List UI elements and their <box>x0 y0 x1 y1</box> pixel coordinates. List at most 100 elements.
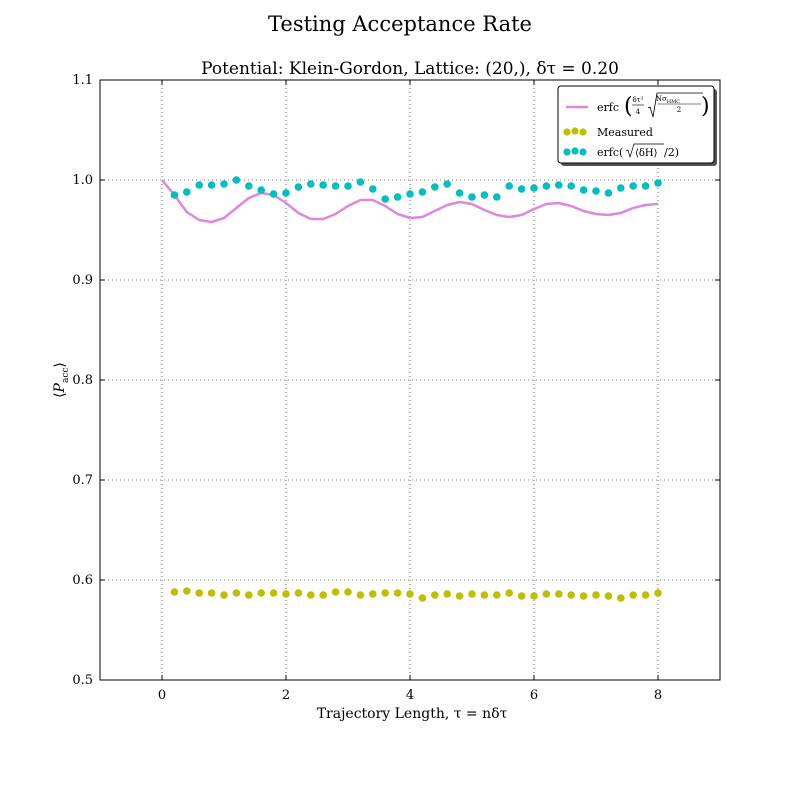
legend: erfc ( δτ² 4 NσHMC 2 ) Measured erfc( ⟨δ… <box>557 85 717 166</box>
x-axis-label: Trajectory Length, τ = nδτ <box>317 706 508 722</box>
x-tick-label: 8 <box>654 688 662 703</box>
x-tick-label: 6 <box>530 688 538 703</box>
legend-line-label: erfc <box>597 101 619 114</box>
data-point-measured <box>245 591 253 599</box>
figure-suptitle: Testing Acceptance Rate <box>268 12 532 36</box>
data-point-erfc-dh <box>381 195 390 203</box>
data-point-measured <box>381 589 390 597</box>
data-point-erfc-dh <box>170 191 179 199</box>
x-tick-label: 0 <box>158 688 166 703</box>
data-point-erfc-dh <box>517 185 526 193</box>
data-point-measured <box>207 589 216 597</box>
data-point-measured <box>356 591 365 599</box>
data-point-measured <box>530 592 538 600</box>
y-tick-label: 1.1 <box>72 73 93 88</box>
data-point-measured <box>592 591 600 599</box>
data-point-measured <box>269 589 278 597</box>
data-point-measured <box>282 590 290 598</box>
data-point-measured <box>431 591 439 599</box>
y-tick-label: 0.5 <box>72 673 93 688</box>
data-point-erfc-dh <box>629 182 637 190</box>
legend-erfc-dh-label: erfc( <box>597 146 623 159</box>
data-point-measured <box>443 590 452 598</box>
legend-paren-left: ( <box>624 94 633 119</box>
data-point-measured <box>455 592 464 600</box>
y-axis-label: ⟨Pacc⟩ <box>52 362 71 398</box>
data-point-erfc-dh <box>195 181 203 189</box>
data-point-erfc-dh <box>579 186 588 194</box>
data-point-measured <box>641 591 650 599</box>
data-point-erfc-dh <box>406 190 414 198</box>
data-point-erfc-dh <box>232 176 241 184</box>
data-point-erfc-dh <box>567 182 575 190</box>
data-point-measured <box>232 589 241 597</box>
data-point-measured <box>579 592 588 600</box>
data-point-erfc-dh <box>555 181 563 189</box>
chart-title: Potential: Klein-Gordon, Lattice: (20,),… <box>201 59 619 79</box>
data-point-measured <box>418 594 427 602</box>
data-point-erfc-dh <box>269 190 278 198</box>
axis-ticks: 0 2 4 6 8 0.5 0.6 0.7 0.8 0.9 1.0 1.1 <box>72 73 720 703</box>
data-point-erfc-dh <box>493 193 501 201</box>
data-point-erfc-dh <box>455 189 464 197</box>
y-tick-label: 0.6 <box>72 573 93 588</box>
y-tick-label: 1.0 <box>72 173 93 188</box>
data-point-measured <box>517 592 526 600</box>
legend-frac-num: δτ² <box>633 96 644 104</box>
data-point-erfc-dh <box>319 181 328 189</box>
data-point-erfc-dh <box>344 182 352 190</box>
data-point-erfc-dh <box>369 185 377 193</box>
data-point-erfc-dh <box>443 180 452 188</box>
legend-erfc-dh-sqrt <box>625 143 664 159</box>
data-point-erfc-dh <box>641 182 650 190</box>
data-point-measured <box>468 590 476 598</box>
x-tick-label: 2 <box>282 688 290 703</box>
data-point-measured <box>294 589 303 597</box>
data-point-measured <box>654 589 662 597</box>
data-point-measured <box>617 594 625 602</box>
data-point-erfc-dh <box>505 182 513 190</box>
data-point-erfc-dh <box>604 189 613 197</box>
data-point-erfc-dh <box>356 178 365 186</box>
legend-sqrt-den: 2 <box>677 106 681 114</box>
data-point-measured <box>307 591 315 599</box>
legend-frac-den: 4 <box>636 108 641 116</box>
data-point-erfc-dh <box>480 191 489 199</box>
data-point-measured <box>319 591 328 599</box>
data-point-measured <box>567 591 575 599</box>
data-point-erfc-dh <box>183 188 191 196</box>
data-point-measured <box>555 590 563 598</box>
data-point-erfc-dh <box>257 186 266 194</box>
data-point-erfc-dh <box>468 193 476 201</box>
data-point-measured <box>369 590 377 598</box>
data-point-measured <box>344 588 352 596</box>
data-point-measured <box>493 591 501 599</box>
data-point-measured <box>331 588 340 596</box>
data-point-measured <box>170 588 179 596</box>
legend-sqrt-num: NσHMC <box>656 95 680 105</box>
legend-measured-swatch <box>563 127 587 136</box>
data-point-erfc-dh <box>307 180 315 188</box>
data-point-erfc-dh <box>617 184 625 192</box>
data-point-measured <box>505 589 513 597</box>
data-point-erfc-dh <box>220 180 228 188</box>
svg-text:⟨Pacc⟩: ⟨Pacc⟩ <box>52 362 71 398</box>
y-tick-label: 0.7 <box>72 473 93 488</box>
data-point-erfc-dh <box>592 187 600 195</box>
data-point-erfc-dh <box>431 183 439 191</box>
data-point-erfc-dh <box>654 179 662 187</box>
data-point-measured <box>195 589 203 597</box>
data-point-erfc-dh <box>530 184 538 192</box>
legend-erfc-dh-swatch <box>563 147 587 156</box>
data-point-erfc-dh <box>294 183 303 191</box>
y-tick-label: 0.9 <box>72 273 93 288</box>
legend-paren-right: ) <box>701 94 710 119</box>
legend-erfc-dh-suffix: /2) <box>664 146 679 159</box>
data-point-measured <box>393 589 402 597</box>
data-point-measured <box>183 587 191 595</box>
data-point-erfc-dh <box>207 181 216 189</box>
x-tick-label: 4 <box>406 688 414 703</box>
legend-sqrt-sign <box>647 92 703 118</box>
data-point-erfc-dh <box>542 182 551 190</box>
